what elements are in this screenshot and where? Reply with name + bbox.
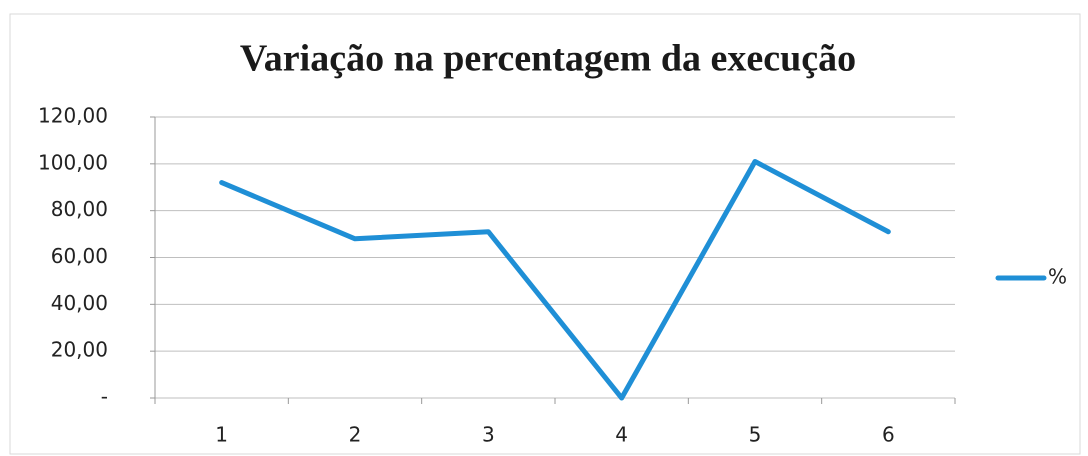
y-tick-label: 120,00: [38, 104, 108, 128]
x-tick-label: 3: [482, 423, 495, 447]
y-tick-label: 60,00: [51, 244, 108, 268]
x-tick-label: 4: [615, 423, 628, 447]
y-tick-label: 20,00: [51, 338, 108, 362]
y-tick-label: 100,00: [38, 150, 108, 174]
y-tick-label: -: [101, 385, 108, 409]
x-tick-label: 1: [215, 423, 228, 447]
legend-label: %: [1048, 265, 1067, 289]
chart-title: Variação na percentagem da execução: [240, 38, 856, 80]
y-tick-label: 40,00: [51, 291, 108, 315]
y-tick-label: 80,00: [51, 197, 108, 221]
x-tick-label: 6: [882, 423, 895, 447]
x-tick-label: 5: [749, 423, 762, 447]
chart-border: [9, 13, 1081, 455]
line-series: [219, 158, 891, 401]
x-tick-label: 2: [349, 423, 362, 447]
